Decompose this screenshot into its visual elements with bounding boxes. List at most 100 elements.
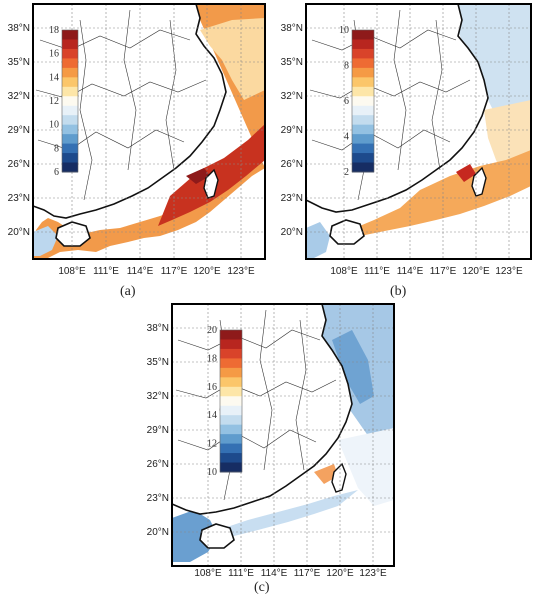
colorbar-b: 10 8 6 4 2 [339,25,375,178]
map-panel-a: 38°N 35°N 32°N 29°N 26°N 23°N 20°N [0,0,268,302]
lon-label: 123°E [495,266,523,277]
colorbar-segment [62,86,78,97]
colorbar-segment [62,153,78,164]
colorbar-segment [220,443,242,454]
lon-label: 108°E [330,266,358,277]
colorbar-segment [62,124,78,135]
lat-label: 29°N [147,425,169,436]
lat-label: 38°N [8,23,30,34]
colorbar-segment [352,115,374,126]
field-cool-a [33,226,58,256]
field-hot-b [456,164,476,182]
lon-label: 114°E [261,568,288,579]
field-cool-b [455,4,531,124]
map-border-b [305,3,532,260]
map-c: 38°N 35°N 32°N 29°N 26°N 23°N 20°N [147,303,395,579]
lat-label: 26°N [147,459,169,470]
lat-labels-b: 38°N 35°N 32°N 29°N 26°N 23°N 20°N [281,23,303,238]
colorbar-border [219,329,243,473]
colorbar-segment [62,162,78,173]
lat-label: 32°N [8,91,30,102]
grid-a [33,4,265,259]
panel-tag-c: (c) [254,580,270,595]
lat-label: 23°N [8,193,30,204]
colorbar-tick-label: 16 [49,49,59,60]
lon-label: 120°E [462,266,490,277]
colorbar-segment [62,115,78,126]
map-panel-b: 38°N 35°N 32°N 29°N 26°N 23°N 20°N [270,0,535,302]
grid-c [172,304,394,566]
map-panel-c: 38°N 35°N 32°N 29°N 26°N 23°N 20°N [138,300,398,597]
taiwan-a [203,168,219,199]
field-warm-b [350,150,531,236]
lat-label: 23°N [281,193,303,204]
colorbar-segment [220,453,242,464]
colorbar-tick-label: 6 [54,167,59,178]
map-a: 38°N 35°N 32°N 29°N 26°N 23°N 20°N [8,3,266,277]
lon-label: 111°E [364,266,390,277]
colorbar-segment [220,339,242,350]
colorbar-segment [62,30,78,40]
colorbar-tick-label: 4 [344,132,349,143]
colorbar-tick-label: 18 [49,25,59,36]
colorbar-segment [62,134,78,145]
lon-label: 111°E [228,568,254,579]
colorbar-tick-label: 8 [54,143,59,154]
lat-labels-c: 38°N 35°N 32°N 29°N 26°N 23°N 20°N [147,323,169,538]
colorbar-segment [220,358,242,369]
colorbar-segment [62,143,78,154]
colorbar-segment [220,386,242,397]
map-border-a [32,3,266,260]
colorbar-segment [62,77,78,88]
field-cool-deep-c [332,330,374,404]
lon-label: 114°E [397,266,424,277]
colorbar-segment [220,424,242,435]
colorbar-tick-label: 10 [207,467,217,478]
lat-label: 26°N [281,159,303,170]
colorbar-tick-label: 20 [207,325,217,336]
lon-label: 108°E [58,266,86,277]
colorbar-segment [352,39,374,50]
colorbar-segment [220,330,242,340]
lon-label: 120°E [326,568,354,579]
colorbar-segment [62,105,78,116]
hainan-c [199,523,235,549]
colorbar-tick-label: 10 [49,120,59,131]
lat-label: 38°N [147,323,169,334]
colorbar-a: 18 16 14 12 10 8 6 [49,25,79,178]
grid-b [306,4,531,259]
lon-label: 117°E [294,568,321,579]
colorbar-segment [352,96,374,107]
field-light-c [338,428,394,506]
lon-labels-c: 108°E 111°E 114°E 117°E 120°E 123°E [194,568,387,579]
lon-label: 114°E [127,266,154,277]
panel-tag-a: (a) [120,284,136,299]
colorbar-tick-label: 14 [49,72,59,83]
map-border-c [171,303,395,567]
lon-label: 117°E [430,266,457,277]
lat-label: 35°N [8,57,30,68]
lat-label: 26°N [8,159,30,170]
colorbar-c: 20 18 16 14 12 10 [207,325,243,478]
colorbar-segment [220,405,242,416]
colorbar-segment [220,415,242,426]
colorbar-segment [352,58,374,69]
colorbar-segment [220,462,242,473]
colorbar-segment [220,396,242,407]
colorbar-border [61,29,79,173]
map-frame-b [305,3,532,260]
field-cool-sw-c [172,510,218,562]
lat-label: 38°N [281,23,303,34]
map-frame-a [32,3,266,260]
lon-label: 120°E [193,266,221,277]
taiwan-b [471,166,487,197]
lat-label: 29°N [281,125,303,136]
colorbar-tick-label: 6 [344,96,349,107]
colorbar-border [351,29,375,173]
colorbar-segment [352,105,374,116]
colorbar-tick-label: 18 [207,353,217,364]
colorbar-segment [62,96,78,107]
field-light-a [200,18,265,100]
map-frame-c [171,303,395,567]
lon-labels-b: 108°E 111°E 114°E 117°E 120°E 123°E [330,266,523,277]
